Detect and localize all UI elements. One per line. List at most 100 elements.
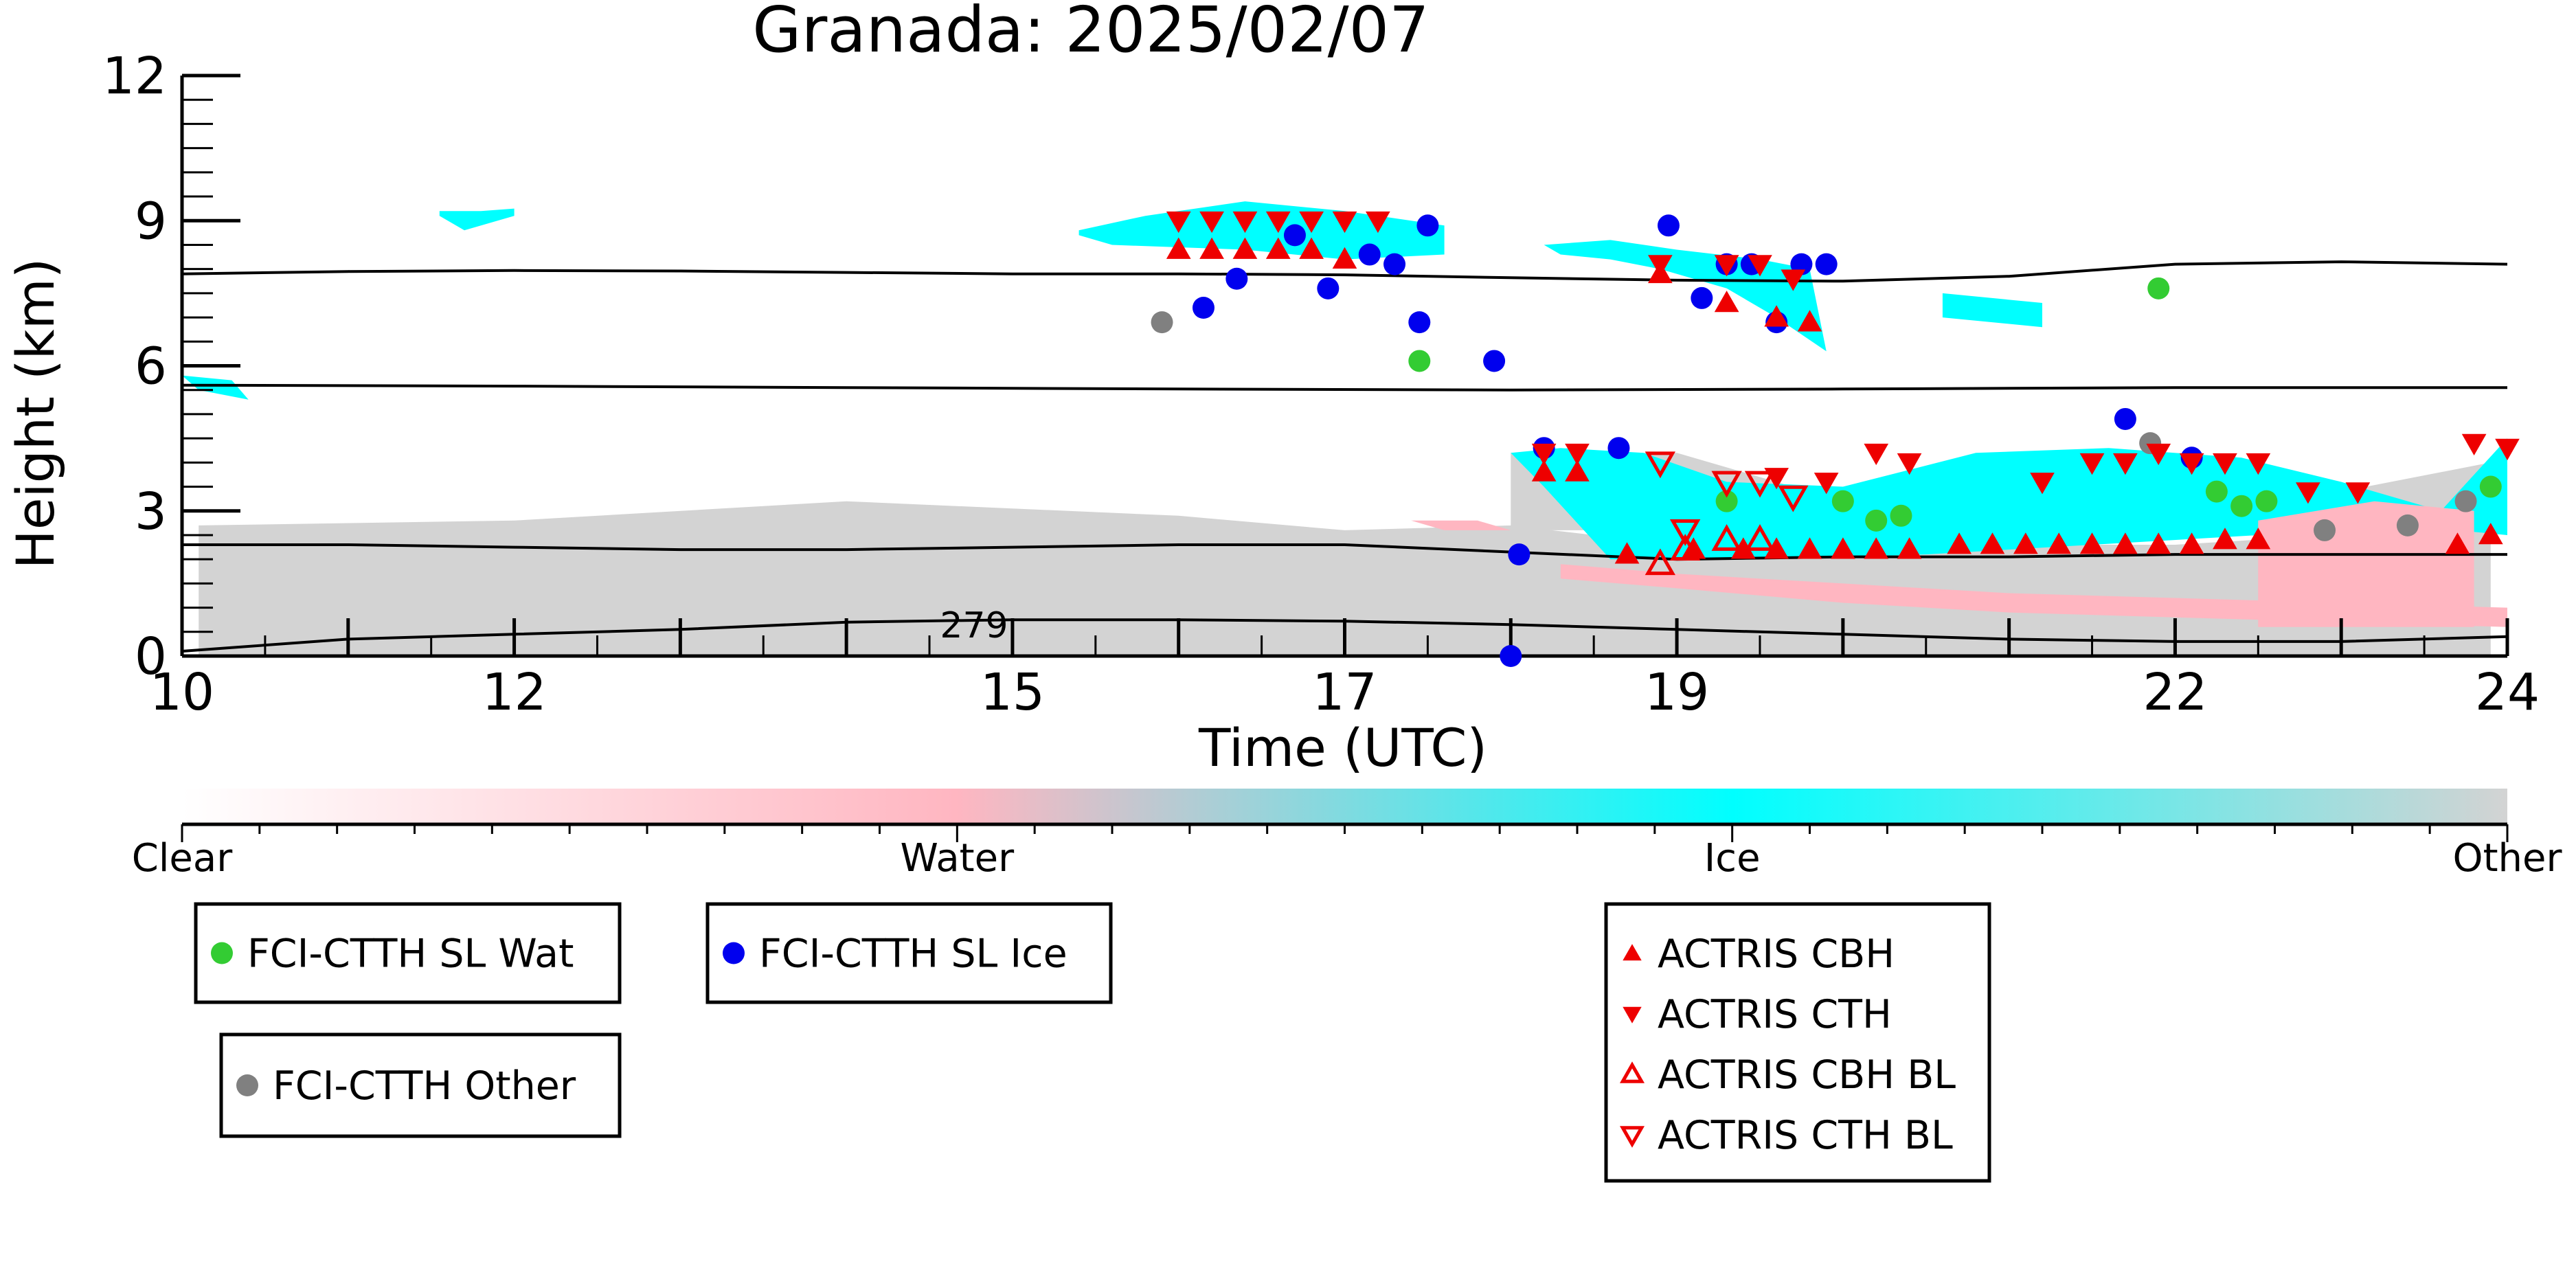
region-ice: [439, 208, 515, 231]
marker-fci-ctth-other: [2454, 490, 2477, 512]
marker-actris-cbh-bl: [1711, 524, 1742, 551]
marker-actris-cbh: [1714, 291, 1739, 313]
marker-actris-cbh: [1764, 537, 1789, 559]
contour-line: [182, 543, 2507, 561]
region-ice: [182, 375, 249, 400]
marker-fci-ctth-sl-ice: [1500, 645, 1522, 667]
marker-actris-cbh: [2445, 532, 2470, 554]
marker-fci-ctth-sl-ice: [1607, 437, 1630, 460]
colorbar-label: Water: [901, 836, 1015, 881]
marker-actris-cbh: [2179, 532, 2204, 554]
marker-actris-cbh: [1797, 310, 1822, 332]
marker-actris-cth: [1232, 211, 1258, 234]
y-tick-label: 6: [135, 337, 167, 396]
marker-actris-cbh: [1947, 532, 1971, 554]
contour-line: [181, 383, 2507, 392]
marker-actris-cbh-bl: [1645, 548, 1676, 576]
marker-actris-cbh: [1614, 542, 1640, 564]
marker-actris-cth: [1897, 453, 1922, 475]
marker-actris-cth: [2213, 453, 2237, 475]
marker-actris-cth: [1714, 255, 1739, 277]
marker-actris-cth: [1166, 211, 1191, 234]
marker-fci-ctth-sl-wat: [2147, 277, 2170, 300]
marker-actris-cbh: [1299, 237, 1324, 259]
legend-frame: [1604, 902, 1991, 1183]
marker-actris-cth: [2345, 482, 2371, 504]
marker-actris-cbh: [1897, 537, 1922, 559]
x-tick-label: 12: [482, 663, 546, 722]
x-axis-label: Time (UTC): [1198, 717, 1487, 778]
marker-actris-cth: [1864, 443, 1889, 466]
x-tick-label: 17: [1312, 663, 1377, 722]
plot-axes: 0 3 6 9 12 10 12 15 17 19 22 24: [102, 47, 2540, 722]
x-tick-label: 15: [980, 663, 1045, 722]
marker-actris-cth: [2079, 453, 2105, 475]
marker-actris-cbh: [1831, 537, 1855, 559]
legend-label: FCI-CTTH SL Wat: [247, 931, 574, 977]
data-markers: [1151, 211, 2520, 667]
marker-fci-ctth-sl-ice: [1691, 286, 1713, 309]
colorbar-label: Other: [2452, 836, 2562, 881]
chart-title: Granada: 2025/02/07: [752, 0, 1429, 67]
legend-marker-actris-cth: [1623, 1006, 1642, 1024]
marker-actris-cbh: [2246, 528, 2271, 550]
marker-fci-ctth-sl-ice: [1408, 311, 1431, 334]
contour-label: 279: [940, 605, 1008, 646]
x-tick-label: 22: [2143, 663, 2207, 722]
marker-fci-ctth-sl-ice: [1416, 214, 1439, 237]
legend-marker-fci-ctth-sl-ice: [723, 942, 745, 964]
marker-actris-cbh: [1980, 532, 2005, 554]
marker-actris-cth-bl: [1669, 519, 1701, 546]
marker-actris-cth: [1366, 211, 1390, 234]
marker-fci-ctth-sl-ice: [1192, 297, 1214, 319]
marker-actris-cth: [2246, 453, 2271, 475]
marker-actris-cth-bl: [1711, 471, 1742, 498]
marker-actris-cth: [2113, 453, 2138, 475]
y-tick-label: 0: [135, 627, 167, 686]
marker-fci-ctth-sl-wat: [1715, 490, 1738, 512]
marker-fci-ctth-sl-wat: [2205, 480, 2228, 503]
marker-actris-cbh: [1265, 237, 1291, 259]
marker-actris-cth: [1332, 211, 1357, 234]
marker-actris-cth: [2146, 443, 2171, 466]
marker-fci-ctth-sl-ice: [1815, 253, 1838, 275]
region-water: [2258, 501, 2474, 627]
region-ice: [1544, 240, 1827, 352]
marker-actris-cbh: [1730, 537, 1756, 559]
legend-marker-actris-cth-bl: [1619, 1126, 1645, 1148]
y-tick-label: 12: [102, 47, 167, 106]
marker-actris-cbh: [2013, 532, 2038, 554]
marker-actris-cth: [1531, 443, 1557, 466]
legend-label: FCI-CTTH SL Ice: [759, 931, 1067, 977]
marker-fci-ctth-sl-ice: [1508, 543, 1530, 566]
x-tick-label: 24: [2475, 663, 2540, 722]
marker-actris-cth: [1265, 211, 1291, 234]
marker-fci-ctth-sl-wat: [1865, 509, 1888, 532]
marker-actris-cth: [1781, 269, 1806, 291]
marker-actris-cbh: [1681, 537, 1706, 559]
legend-label: FCI-CTTH Other: [273, 1063, 576, 1109]
colorbar-gradient: [182, 789, 2507, 824]
marker-fci-ctth-sl-wat: [1408, 350, 1431, 372]
marker-fci-ctth-sl-wat: [1890, 504, 1912, 527]
marker-actris-cth: [2296, 482, 2320, 504]
marker-actris-cbh: [1797, 537, 1822, 559]
marker-actris-cth-bl: [1744, 471, 1776, 498]
marker-actris-cbh: [1199, 237, 1224, 259]
marker-actris-cth-bl: [1778, 485, 1809, 512]
contour-line: [181, 260, 2508, 283]
marker-actris-cbh: [1864, 537, 1889, 559]
marker-actris-cbh: [2046, 532, 2071, 554]
marker-actris-cth: [1814, 473, 1839, 495]
x-tick-label: 19: [1645, 663, 1709, 722]
marker-fci-ctth-sl-ice: [2114, 407, 2136, 430]
legend-box: FCI-CTTH SL Ice: [705, 902, 1113, 1004]
marker-actris-cth: [1648, 255, 1673, 277]
marker-actris-cbh: [1531, 460, 1557, 482]
legend-marker-actris-cbh-bl: [1619, 1061, 1645, 1083]
legend-label: ACTRIS CTH BL: [1658, 1113, 1953, 1158]
marker-actris-cth: [2495, 438, 2520, 461]
marker-fci-ctth-sl-ice: [1657, 214, 1680, 237]
marker-actris-cbh: [2146, 532, 2171, 554]
